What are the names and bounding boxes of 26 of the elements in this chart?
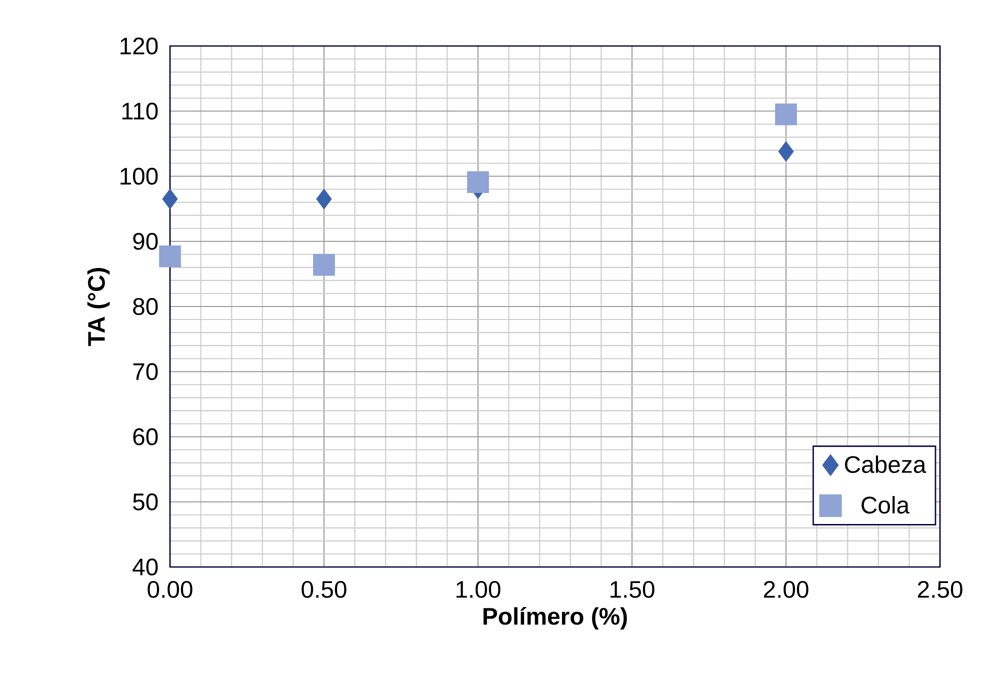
point <box>467 171 489 193</box>
y-axis-title: TA (°C) <box>87 268 110 346</box>
x-axis-title: Polímero (%) <box>484 607 627 630</box>
point <box>316 188 332 210</box>
y-tick-label: 50 <box>133 493 158 510</box>
y-tick-label: 60 <box>133 428 158 446</box>
point <box>778 141 794 162</box>
legend-label: Cola <box>862 496 910 514</box>
y-tick-label: 80 <box>133 298 158 315</box>
x-tick-label: 0.00 <box>148 580 192 598</box>
y-tick-label: 100 <box>120 168 158 185</box>
x-tick-label: 1.50 <box>610 580 654 598</box>
point <box>162 188 178 210</box>
y-tick-label: 110 <box>122 102 158 120</box>
y-tick-label: 40 <box>132 558 158 576</box>
x-tick-label: 2.00 <box>764 580 808 598</box>
x-tick-label: 0.50 <box>302 580 346 598</box>
y-tick-label: 70 <box>133 363 158 380</box>
legend-label: Cabeza <box>844 455 926 474</box>
point <box>775 103 797 126</box>
y-tick-label: 120 <box>120 38 158 54</box>
point <box>159 245 181 268</box>
y-tick-label: 90 <box>133 232 158 250</box>
x-tick-label: 1.00 <box>456 580 500 598</box>
x-tick-label: 2.50 <box>918 580 962 598</box>
point <box>313 254 335 276</box>
